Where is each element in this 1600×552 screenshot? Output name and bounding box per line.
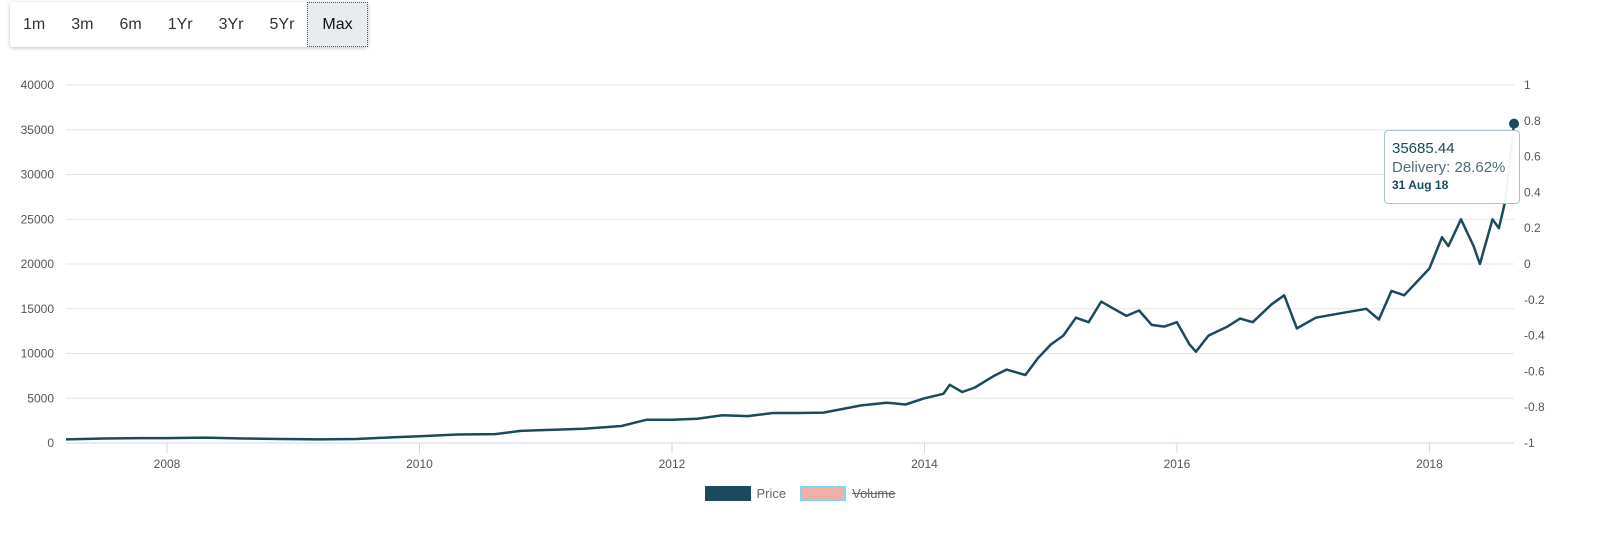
range-selector: 1m 3m 6m 1Yr 3Yr 5Yr Max [10,2,368,47]
y-tick-label: 5000 [27,391,54,405]
range-button-1m[interactable]: 1m [23,15,46,33]
y-tick-label: 25000 [21,212,55,226]
y-tick-label: 20000 [21,257,55,271]
y2-tick-label: -0.6 [1524,364,1545,378]
y-tick-label: 35000 [21,123,55,137]
y-tick-label: 15000 [21,302,55,316]
data-tooltip: 35685.44 Delivery: 28.62% 31 Aug 18 [1384,130,1520,204]
chart-grid [66,84,1514,444]
y2-tick-label: 0.2 [1524,221,1541,235]
legend-price-label: Price [756,486,787,501]
x-tick-label: 2018 [1416,457,1443,471]
x-axis: 2008 2010 2012 2014 2016 2018 [66,442,1514,471]
range-button-3yr[interactable]: 3Yr [218,15,244,33]
range-button-1yr[interactable]: 1Yr [167,15,193,33]
price-chart: 0 5000 10000 15000 20000 25000 30000 35000 40000… [21,78,1545,471]
chart-legend: Price Volume [0,486,1600,501]
range-button-max[interactable]: Max [307,2,368,47]
y-tick-label: 30000 [21,168,55,182]
price-series-line [65,123,1516,441]
y2-tick-label: -0.2 [1524,293,1545,307]
hover-point-marker [1509,118,1519,129]
y2-tick-label: -1 [1524,436,1535,450]
price-swatch-icon [704,486,751,501]
tooltip-date: 31 Aug 18 [1392,178,1449,192]
y2-tick-label: 1 [1524,78,1531,92]
y-tick-label: 10000 [21,347,55,361]
x-tick-label: 2008 [154,457,181,471]
legend-item-price[interactable]: Price [704,486,787,501]
x-tick-label: 2010 [406,457,433,471]
y2-tick-label: 0.4 [1524,185,1541,199]
range-button-5yr[interactable]: 5Yr [269,15,295,33]
y-tick-label: 0 [47,436,54,450]
tooltip-delivery: Delivery: 28.62% [1392,159,1506,176]
volume-swatch-icon [800,486,847,501]
y2-tick-label: 0 [1524,257,1531,271]
tooltip-value: 35685.44 [1392,140,1455,157]
legend-volume-label: Volume [852,486,896,501]
range-button-6m[interactable]: 6m [119,15,142,33]
y-tick-label: 40000 [21,78,55,92]
y2-tick-label: -0.8 [1524,400,1545,414]
y2-tick-label: -0.4 [1524,329,1545,343]
y-axis-right: -1 -0.8 -0.6 -0.4 -0.2 0 0.2 0.4 0.6 0.8 1 [1524,78,1545,450]
y2-tick-label: 0.6 [1524,150,1541,164]
y2-tick-label: 0.8 [1524,114,1541,128]
range-button-3m[interactable]: 3m [71,15,94,33]
legend-item-volume[interactable]: Volume [800,486,896,501]
x-tick-label: 2014 [911,457,938,471]
y-axis-left: 0 5000 10000 15000 20000 25000 30000 35000 40000 [21,78,55,450]
x-tick-label: 2016 [1164,457,1191,471]
x-tick-label: 2012 [659,457,686,471]
